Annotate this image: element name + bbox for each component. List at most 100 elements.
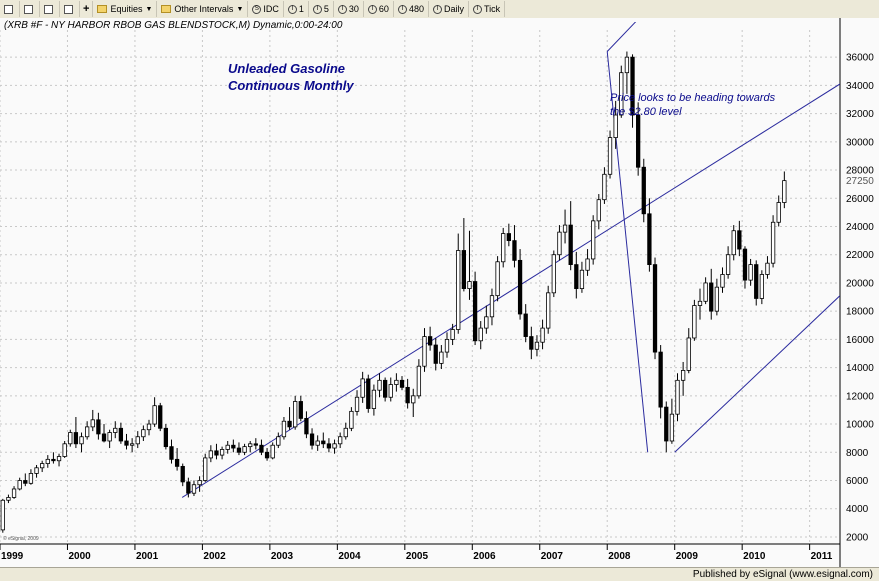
candle-body xyxy=(742,248,748,281)
candle xyxy=(214,443,219,460)
candle-body xyxy=(366,378,371,409)
candle xyxy=(85,421,90,440)
toolbar-item-60[interactable]: I 60 xyxy=(364,1,394,17)
candle-body xyxy=(270,444,275,459)
candle xyxy=(219,446,225,460)
i-icon: I xyxy=(312,4,322,14)
candle xyxy=(158,402,163,432)
candle xyxy=(680,361,686,396)
candle xyxy=(478,321,483,350)
candle xyxy=(34,464,39,478)
toolbar-item-idc[interactable]: S IDC xyxy=(248,1,284,17)
candle xyxy=(765,256,770,279)
x-tick-label: 2008 xyxy=(608,551,631,562)
x-tick-label: 2006 xyxy=(473,551,496,562)
candle xyxy=(0,498,5,533)
candle xyxy=(253,438,258,450)
candle-body xyxy=(422,336,427,367)
candle-body xyxy=(298,401,303,419)
channel-line xyxy=(674,295,840,453)
candle xyxy=(748,258,753,286)
x-tick-label: 1999 xyxy=(1,551,24,562)
candle xyxy=(422,328,427,372)
candle xyxy=(776,195,781,227)
candle xyxy=(450,323,455,346)
candle-body xyxy=(180,465,185,483)
candle-body xyxy=(34,467,39,474)
candle-body xyxy=(113,427,118,433)
candle-body xyxy=(624,56,630,74)
candle-body xyxy=(709,282,714,312)
candle xyxy=(562,209,568,244)
candle xyxy=(28,469,34,485)
candle-body xyxy=(658,351,663,408)
chart-title-line: Continuous Monthly xyxy=(228,78,354,93)
candle xyxy=(427,326,433,351)
candle xyxy=(686,328,691,374)
toolbar-item-480[interactable]: I 480 xyxy=(394,1,429,17)
candle xyxy=(23,473,28,487)
toolbar-item-other-intervals[interactable]: Other Intervals ▼ xyxy=(157,1,249,17)
candle xyxy=(506,223,511,247)
candle xyxy=(484,305,489,334)
candle-body xyxy=(28,473,34,484)
candle-body xyxy=(225,444,230,450)
candle xyxy=(602,167,607,204)
y-tick-label: 20000 xyxy=(846,278,874,289)
page-icon-button[interactable] xyxy=(20,1,40,17)
candle xyxy=(709,268,714,320)
candle-body xyxy=(129,443,135,446)
candle-body xyxy=(523,313,528,337)
y-tick-label: 22000 xyxy=(846,250,874,261)
candle xyxy=(551,250,556,298)
candle-body xyxy=(602,173,607,201)
candle xyxy=(731,225,736,261)
candle-body xyxy=(759,274,764,299)
toolbar-item-tick[interactable]: I Tick xyxy=(469,1,506,17)
candle xyxy=(697,288,703,320)
x-tick-label: 2001 xyxy=(136,551,159,562)
copy-icon-button[interactable] xyxy=(40,1,60,17)
candle xyxy=(742,246,748,289)
new-chart-icon-button[interactable] xyxy=(0,1,20,17)
toolbar-item-equities[interactable]: Equities ▼ xyxy=(93,1,158,17)
candle xyxy=(456,233,461,334)
candle-body xyxy=(731,230,736,256)
candle-body xyxy=(343,427,348,438)
copy-icon xyxy=(44,4,53,14)
candle-body xyxy=(501,233,506,263)
candle-body xyxy=(585,258,590,271)
candle xyxy=(90,409,95,432)
candle xyxy=(444,332,450,358)
candle xyxy=(467,230,472,300)
candle-body xyxy=(675,379,680,415)
candle-body xyxy=(405,386,410,404)
candle-body xyxy=(557,231,562,256)
candle xyxy=(56,453,62,467)
candle xyxy=(141,425,146,441)
candle-body xyxy=(703,282,708,302)
candle-body xyxy=(315,440,320,446)
candle xyxy=(377,373,382,398)
candle-body xyxy=(248,443,253,448)
candle xyxy=(11,486,17,499)
candle-body xyxy=(382,379,388,398)
candle xyxy=(242,443,247,456)
print-icon-button[interactable] xyxy=(60,1,80,17)
toolbar-item-30[interactable]: I 30 xyxy=(334,1,364,17)
candle xyxy=(79,432,84,453)
y-tick-label: 8000 xyxy=(846,448,869,459)
toolbar-item-daily[interactable]: I Daily xyxy=(429,1,469,17)
candle xyxy=(315,435,320,451)
candle xyxy=(326,438,332,453)
add-button[interactable]: + xyxy=(80,1,94,17)
y-tick-label: 36000 xyxy=(846,53,874,64)
candle-body xyxy=(630,56,635,116)
candle xyxy=(596,194,601,230)
y-tick-label: 26000 xyxy=(846,194,874,205)
candle-body xyxy=(416,365,422,397)
toolbar-item-label: IDC xyxy=(263,4,279,14)
new-chart-icon xyxy=(4,4,13,14)
